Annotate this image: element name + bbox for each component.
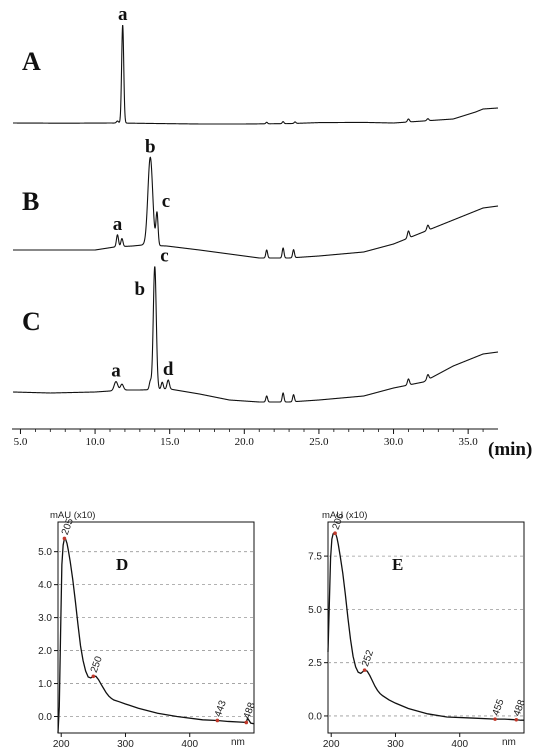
peak-label-B-a: a — [113, 214, 123, 235]
chromatogram-trace-C — [13, 266, 499, 403]
spectrum-E-peak-label: 455 — [491, 697, 507, 717]
spectrum-E-peak-marker — [333, 531, 337, 535]
spectrum-E-x-tick-label: 400 — [451, 739, 468, 750]
spectrum-D-peak-marker — [91, 674, 96, 679]
spectrum-E-peak-marker — [514, 717, 519, 722]
spectrum-D-unit-label: mAU (x10) — [50, 510, 95, 521]
spectrum-E-peak-marker — [493, 717, 497, 721]
spectrum-D-peak-marker — [215, 718, 220, 723]
spectrum-D-peak-marker — [62, 536, 67, 541]
panel-label-E: E — [392, 555, 403, 574]
peak-label-A-a: a — [118, 4, 128, 25]
spectrum-D-peak-label: 443 — [213, 699, 229, 719]
time-tick-label: 30.0 — [384, 436, 404, 448]
spectrum-D-grid — [58, 551, 254, 717]
spectrum-panel-D: mAU (x10) 0.0 1.0 2.0 3.0 4.0 5.0 200 300 400 20… — [38, 510, 258, 750]
spectrum-D-y-tick-label: 0.0 — [38, 712, 52, 723]
time-tick-label: 5.0 — [14, 436, 28, 448]
spectrum-E-peak-marker — [362, 668, 367, 672]
peak-label-C-b: b — [135, 279, 146, 300]
spectrum-E-y-tick-label: 2.5 — [308, 658, 322, 669]
spectrum-E-x-tick-label: 300 — [387, 739, 404, 750]
spectrum-D-y-tick-label: 1.0 — [38, 679, 52, 690]
spectrum-D-peak-label: 488 — [242, 701, 258, 721]
chromatogram-trace-A — [13, 24, 499, 125]
time-tick-label: 15.0 — [160, 436, 180, 448]
spectrum-E-peak-labels: 206 252 455 488 — [331, 511, 528, 722]
spectrum-D-y-tick-label: 4.0 — [38, 580, 52, 591]
spectrum-E-y-tick-label: 7.5 — [308, 552, 322, 563]
chromatogram-trace-B — [13, 156, 499, 259]
panel-label-D: D — [116, 555, 128, 574]
panel-label-C: C — [22, 307, 41, 336]
spectrum-D-y-tick-label: 2.0 — [38, 646, 52, 657]
peak-label-C-c: c — [160, 246, 168, 267]
spectrum-panel-E: mAU (x10) 0.0 2.5 5.0 7.5 200 300 400 206 252 45… — [308, 510, 528, 750]
time-tick-label: 10.0 — [85, 436, 105, 448]
spectrum-D-plot-area — [57, 521, 255, 734]
spectrum-E-grid — [328, 555, 524, 717]
spectrum-E-plot-area — [327, 521, 525, 734]
spectrum-D-x-tick-label: 300 — [117, 739, 134, 750]
spectrum-E-y-tick-label: 0.0 — [308, 711, 322, 722]
peak-label-B-b: b — [145, 136, 156, 157]
spectrum-E-xlabel: nm — [502, 737, 516, 748]
spectrum-E-unit-label: mAU (x10) — [322, 510, 367, 521]
spectrum-D-ticks: 0.0 1.0 2.0 3.0 4.0 5.0 200 300 400 — [38, 547, 198, 750]
peak-label-C-d: d — [163, 359, 174, 380]
spectrum-E-ticks: 0.0 2.5 5.0 7.5 200 300 400 — [308, 552, 468, 750]
panel-label-B: B — [22, 187, 39, 216]
spectrum-D-x-tick-label: 400 — [181, 739, 198, 750]
spectrum-D-x-tick-label: 200 — [53, 739, 70, 750]
peak-label-C-a: a — [111, 361, 121, 382]
spectrum-D-peak-label: 250 — [89, 654, 105, 674]
spectrum-E-peak-label: 206 — [331, 511, 347, 531]
spectrum-E-peak-label: 252 — [360, 648, 376, 668]
spectrum-D-xlabel: nm — [231, 737, 245, 748]
time-tick-label: 35.0 — [459, 436, 479, 448]
spectrum-D-peak-marker — [244, 720, 249, 725]
time-tick-label: 25.0 — [309, 436, 329, 448]
time-axis-ticks: 5.0 10.0 15.0 20.0 25.0 30.0 35.0 — [14, 429, 484, 448]
spectrum-D-y-tick-label: 5.0 — [38, 547, 52, 558]
peak-label-B-c: c — [162, 191, 170, 212]
time-axis-label: (min) — [488, 439, 532, 460]
spectrum-E-curve — [327, 531, 524, 721]
spectrum-D-y-tick-label: 3.0 — [38, 613, 52, 624]
spectrum-D-curve — [57, 537, 255, 734]
spectrum-E-peak-label: 488 — [512, 698, 528, 718]
time-tick-label: 20.0 — [235, 436, 255, 448]
spectrum-E-y-tick-label: 5.0 — [308, 605, 322, 616]
panel-label-A: A — [22, 47, 41, 76]
spectrum-E-x-tick-label: 200 — [323, 739, 340, 750]
